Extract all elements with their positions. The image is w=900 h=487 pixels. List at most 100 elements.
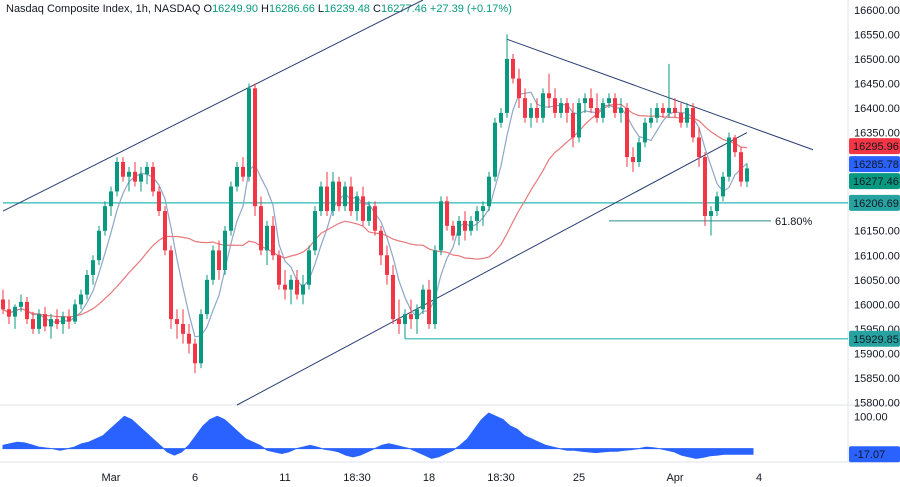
y-tick-label: 16100.00 xyxy=(854,250,900,262)
oscillator-value-label: -17.07 xyxy=(854,449,885,461)
candle-body xyxy=(403,314,407,324)
candle-body xyxy=(295,279,299,295)
candle-body xyxy=(559,103,563,113)
candle-body xyxy=(91,260,95,275)
candle-body xyxy=(679,112,683,123)
candle-body xyxy=(121,162,125,177)
price-tag-label: 16295.96 xyxy=(853,141,899,153)
candle-body xyxy=(271,225,275,256)
candle-body xyxy=(205,279,209,315)
y-tick-label: 16050.00 xyxy=(854,275,900,287)
candle-body xyxy=(619,108,623,113)
candle-body xyxy=(517,78,521,99)
price-tag xyxy=(849,194,900,211)
candle-body xyxy=(31,319,35,329)
oscillator-area xyxy=(2,412,754,459)
close-value: 16277.46 xyxy=(380,3,427,15)
symbol-title: Nasdaq Composite Index, 1h, NASDAQ xyxy=(6,3,201,15)
price-tag xyxy=(849,138,900,155)
candle-body xyxy=(427,289,431,324)
open-value: 16249.90 xyxy=(212,3,258,15)
candle-body xyxy=(115,162,119,192)
candle-body xyxy=(127,171,131,177)
candle-body xyxy=(655,108,659,118)
candle-body xyxy=(607,98,611,104)
candle-body xyxy=(193,343,197,364)
oscillator-value-tag xyxy=(849,446,900,463)
candle-body xyxy=(145,166,149,175)
candle-body xyxy=(67,316,71,322)
candle-body xyxy=(241,166,245,177)
y-tick-label: 16150.00 xyxy=(854,226,900,238)
candle-body xyxy=(667,108,671,113)
x-tick-label: Apr xyxy=(666,472,683,484)
price-tag xyxy=(849,330,900,347)
candle-body xyxy=(1,299,5,310)
candle-body xyxy=(643,122,647,143)
candle-body xyxy=(109,191,113,207)
candle-body xyxy=(253,88,257,207)
candle-body xyxy=(703,157,707,216)
candle-body xyxy=(565,103,569,113)
x-tick-label: 18 xyxy=(423,472,435,484)
candle-body xyxy=(367,206,371,221)
candle-body xyxy=(331,181,335,212)
candle-body xyxy=(259,206,263,251)
candle-body xyxy=(733,137,737,153)
candle-body xyxy=(319,186,323,212)
candle-body xyxy=(139,174,143,182)
trendline xyxy=(2,0,424,212)
candle-body xyxy=(397,319,401,324)
y-tick-label: 16550.00 xyxy=(854,29,900,41)
candle-body xyxy=(277,255,281,285)
candle-body xyxy=(547,93,551,99)
candle-body xyxy=(433,250,437,324)
candle-body xyxy=(727,137,731,177)
candle-body xyxy=(709,211,713,216)
price-tag-label: 16206.69 xyxy=(853,198,899,210)
x-tick-label: 6 xyxy=(192,472,198,484)
candle-body xyxy=(7,309,11,317)
candle-body xyxy=(289,279,293,290)
candle-body xyxy=(199,314,203,364)
candle-body xyxy=(37,314,41,329)
candle-body xyxy=(79,294,83,305)
candle-body xyxy=(697,137,701,158)
candle-body xyxy=(163,211,167,251)
candle-body xyxy=(511,58,515,79)
change-value: +27.39 (+0.17%) xyxy=(429,3,512,15)
y-tick-label: 16500.00 xyxy=(854,54,900,66)
candle-body xyxy=(283,284,287,290)
candle-body xyxy=(589,98,593,108)
candle-body xyxy=(571,112,575,138)
candle-body xyxy=(25,301,29,320)
candle-body xyxy=(181,324,185,334)
y-tick-label: 16350.00 xyxy=(854,128,900,140)
candle-body xyxy=(13,306,17,317)
y-tick-label: 16400.00 xyxy=(854,103,900,115)
candle-body xyxy=(415,309,419,320)
candle-body xyxy=(361,196,365,221)
candle-body xyxy=(553,98,557,113)
candle-body xyxy=(505,58,509,113)
y-tick-label: 15800.00 xyxy=(854,398,900,410)
candle-body xyxy=(583,98,587,104)
candle-body xyxy=(43,314,47,327)
candle-body xyxy=(739,152,743,182)
candle-body xyxy=(373,206,377,231)
candle-body xyxy=(595,108,599,118)
x-tick-label: Mar xyxy=(102,472,121,484)
y-tick-label: 16450.00 xyxy=(854,78,900,90)
candle-body xyxy=(391,274,395,320)
x-tick-label: 11 xyxy=(279,472,290,484)
candle-body xyxy=(175,319,179,324)
candle-body xyxy=(85,274,89,295)
candle-body xyxy=(379,230,383,256)
candle-body xyxy=(721,176,725,197)
candle-body xyxy=(355,196,359,212)
price-tag-label: 16277.46 xyxy=(853,176,899,188)
candle-body xyxy=(745,168,749,182)
chart-legend: Nasdaq Composite Index, 1h, NASDAQ O1624… xyxy=(6,3,512,15)
candle-body xyxy=(601,103,605,118)
